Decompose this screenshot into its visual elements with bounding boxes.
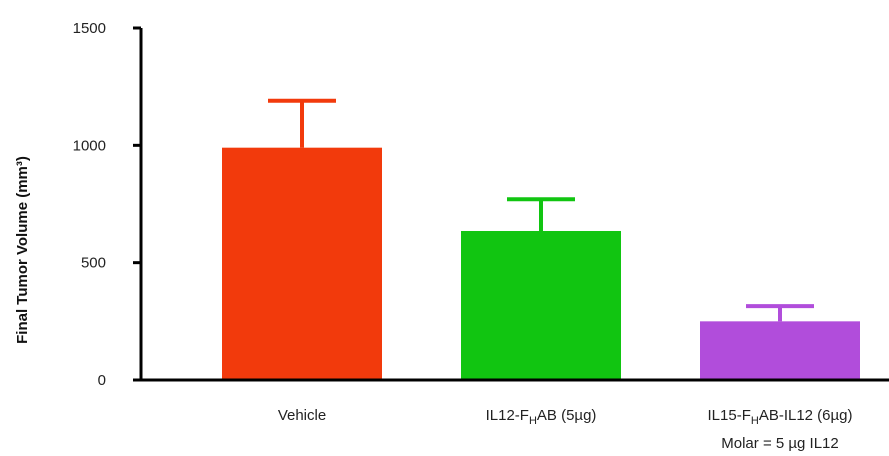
y-tick-label: 1000: [73, 137, 106, 154]
bar-1: [222, 147, 382, 380]
category-label: IL15-FHAB-IL12 (6µg): [708, 407, 853, 427]
category-label: IL12-FHAB (5µg): [486, 407, 597, 427]
y-axis-label: Final Tumor Volume (mm³): [14, 156, 31, 344]
y-tick-label: 0: [98, 372, 106, 389]
category-label: Vehicle: [278, 407, 326, 424]
y-tick-label: 500: [81, 255, 106, 272]
bar-2: [461, 230, 621, 380]
bar-3: [700, 321, 860, 380]
y-tick-label: 1500: [73, 20, 106, 37]
category-sublabel: Molar = 5 µg IL12: [721, 435, 838, 452]
